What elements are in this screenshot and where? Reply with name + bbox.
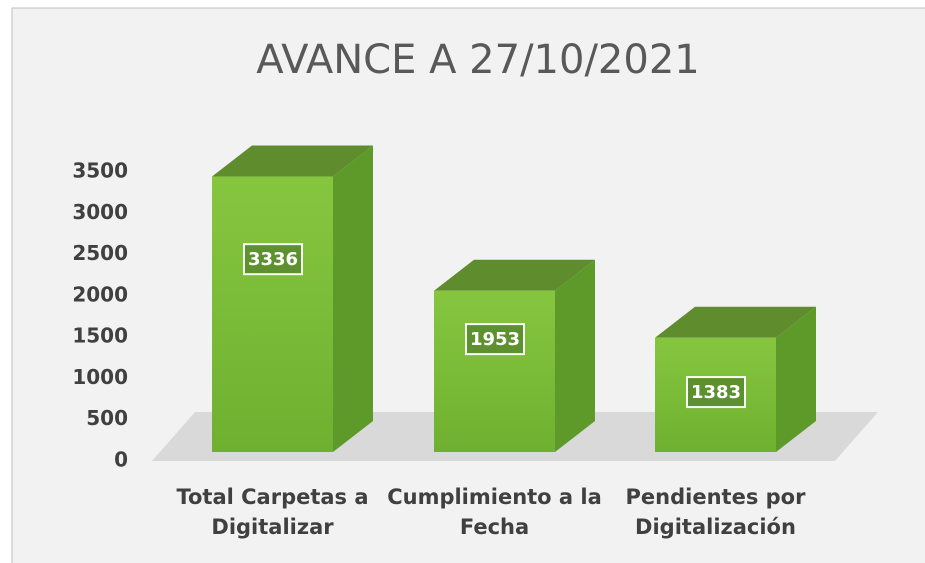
bar-side — [333, 145, 373, 452]
bar-top — [212, 145, 373, 177]
x-tick-label: Pendientes por Digitalización — [625, 485, 806, 539]
x-tick-label: Cumplimiento a la Fecha — [387, 485, 602, 539]
value-label-box — [243, 243, 303, 276]
y-tick-label: 500 — [86, 406, 128, 430]
value-label: 1953 — [470, 329, 520, 350]
bar-side — [776, 306, 816, 452]
value-label-box — [686, 376, 746, 409]
y-tick-label: 2500 — [72, 241, 128, 265]
bar — [434, 259, 595, 452]
bar — [655, 306, 816, 452]
y-tick-label: 2000 — [72, 282, 128, 306]
x-tick-label: Total Carpetas a Digitalizar — [176, 485, 369, 539]
bar-side — [555, 259, 595, 452]
chart-title: AVANCE A 27/10/2021 — [256, 37, 699, 83]
value-label: 3336 — [248, 249, 298, 270]
y-tick-label: 3000 — [72, 200, 128, 224]
y-tick-label: 3500 — [72, 159, 128, 183]
y-tick-label: 1500 — [72, 324, 128, 348]
value-label: 1383 — [691, 382, 741, 403]
bar-front — [212, 176, 333, 452]
value-label-box — [465, 323, 525, 356]
bar-front — [434, 290, 555, 452]
bar — [212, 145, 373, 452]
y-tick-label: 1000 — [72, 365, 128, 389]
bar-top — [655, 306, 816, 338]
y-tick-label: 0 — [114, 448, 128, 472]
bar-top — [434, 259, 595, 291]
